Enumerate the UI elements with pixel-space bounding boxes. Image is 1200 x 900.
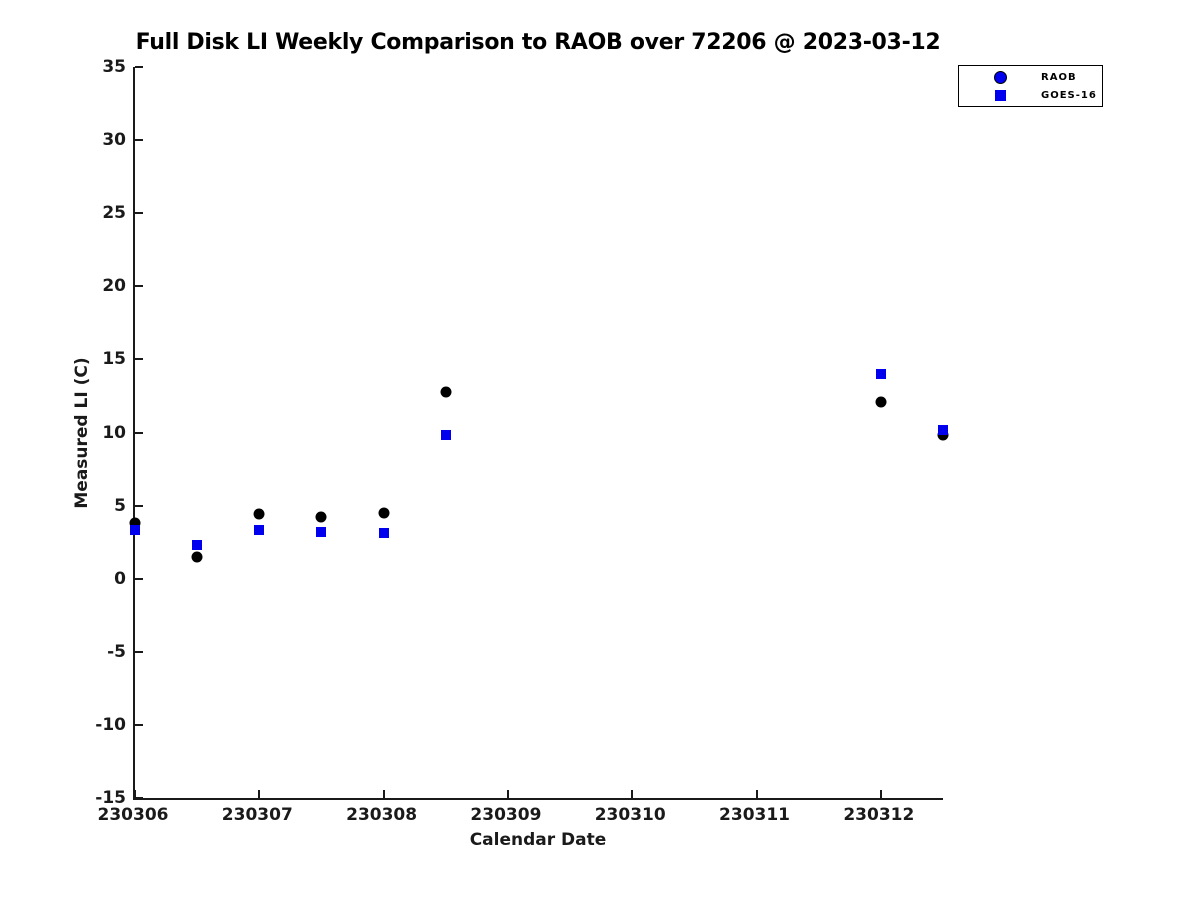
data-point-raob: [191, 551, 203, 563]
y-tick-label: 10: [102, 422, 126, 443]
legend: RAOB GOES-16: [958, 65, 1103, 107]
x-tick-mark: [631, 790, 634, 798]
y-tick-label: 20: [102, 276, 126, 297]
y-axis-tick-labels: 35 30 25 20 15 10 5 0 -5 -10 -15: [20, 57, 126, 808]
y-tick-label: 5: [114, 495, 126, 516]
x-tick-mark: [134, 790, 136, 798]
legend-label-raob: RAOB: [1041, 71, 1077, 83]
x-axis-label: Calendar Date: [469, 830, 607, 850]
legend-item-goes16: GOES-16: [959, 88, 1102, 103]
y-tick-label: -15: [95, 788, 126, 808]
data-point-goes16: [378, 528, 389, 539]
data-point-raob: [875, 396, 887, 408]
x-tick-mark: [506, 790, 509, 798]
x-tick-mark: [382, 790, 385, 798]
x-tick-label: 230312: [843, 805, 915, 825]
y-tick-label: -5: [107, 641, 126, 662]
y-tick-mark: [135, 504, 143, 507]
data-point-goes16: [440, 430, 451, 441]
raob-circle-marker-icon: [993, 70, 1007, 84]
data-point-goes16: [875, 369, 886, 380]
legend-label-goes16: GOES-16: [1041, 89, 1097, 101]
x-tick-label: 230307: [221, 805, 293, 825]
data-point-goes16: [192, 540, 203, 551]
y-tick-mark: [135, 650, 143, 653]
y-tick-label: 15: [102, 349, 126, 370]
data-point-goes16: [316, 526, 327, 537]
y-tick-mark: [135, 139, 143, 142]
y-tick-mark: [135, 285, 143, 288]
x-tick-label: 230311: [719, 805, 791, 825]
data-point-goes16: [254, 525, 265, 536]
data-point-raob: [129, 517, 141, 529]
x-tick-label: 230309: [470, 805, 542, 825]
x-tick-label: 230306: [97, 805, 169, 825]
y-tick-label: 0: [114, 568, 126, 589]
y-tick-label: 25: [102, 203, 126, 224]
legend-marker-wrap: [959, 70, 1041, 84]
y-tick-mark: [135, 431, 143, 434]
y-tick-label: -10: [95, 714, 126, 735]
x-tick-mark: [879, 790, 882, 798]
y-tick-mark: [135, 797, 143, 799]
data-point-raob: [937, 429, 949, 441]
y-tick-mark: [135, 212, 143, 215]
x-tick-mark: [755, 790, 758, 798]
data-point-raob: [253, 508, 265, 520]
data-point-raob: [440, 386, 452, 398]
goes16-square-marker-icon: [994, 89, 1006, 101]
x-tick-label: 230308: [346, 805, 418, 825]
legend-marker-wrap: [959, 89, 1041, 101]
data-point-raob: [315, 511, 327, 523]
data-point-goes16: [130, 525, 140, 536]
chart-title: Full Disk LI Weekly Comparison to RAOB o…: [135, 30, 941, 55]
data-point-goes16: [938, 424, 948, 435]
plot-area: [129, 66, 949, 800]
x-tick-label: 230310: [594, 805, 666, 825]
y-tick-label: 35: [102, 57, 126, 77]
y-tick-mark: [135, 66, 143, 68]
y-tick-mark: [135, 723, 143, 726]
y-tick-mark: [135, 358, 143, 361]
legend-item-raob: RAOB: [959, 70, 1102, 85]
y-tick-label: 30: [102, 130, 126, 151]
x-axis-tick-labels: 230306 230307 230308 230309 230310 230311 2303…: [98, 804, 943, 830]
y-tick-mark: [135, 577, 143, 580]
data-point-raob: [378, 507, 390, 519]
x-tick-mark: [258, 790, 261, 798]
